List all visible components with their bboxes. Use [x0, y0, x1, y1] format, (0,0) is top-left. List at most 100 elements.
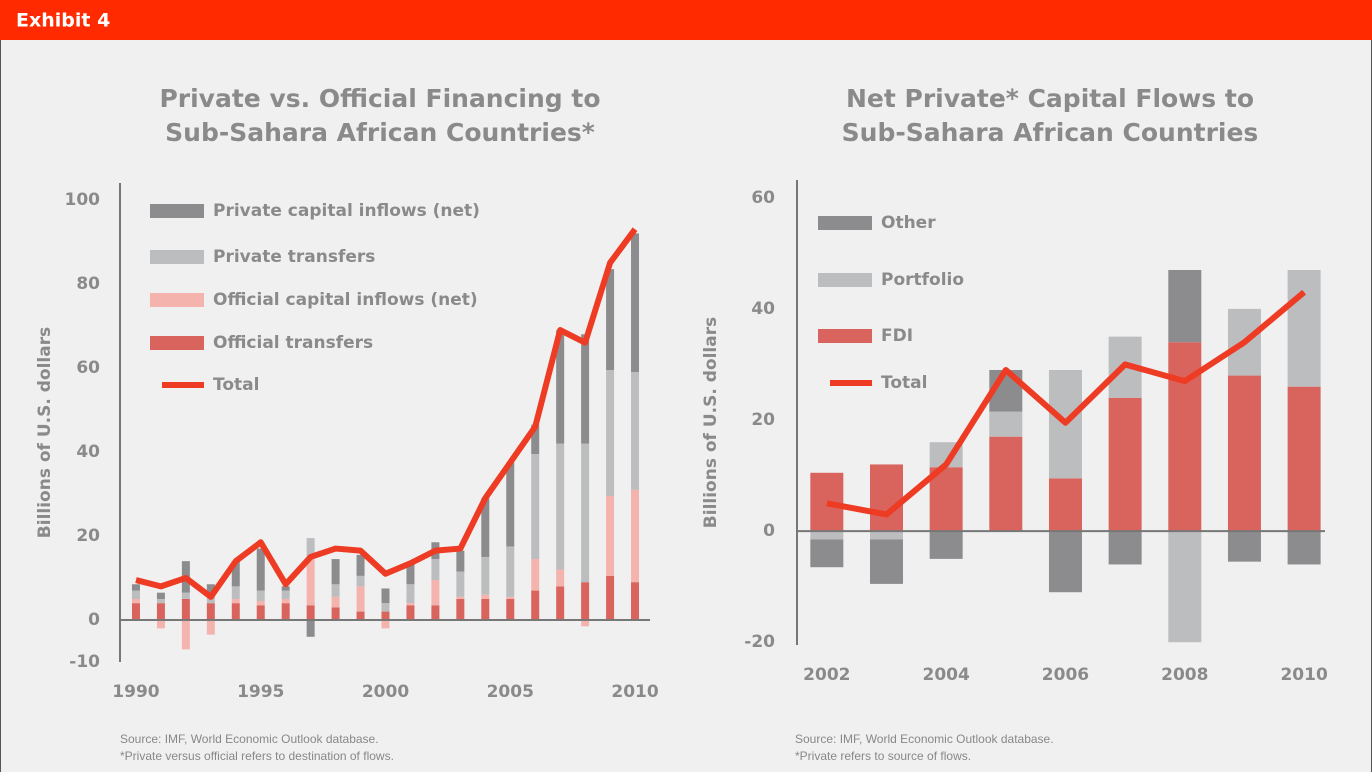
bar-segment: [506, 546, 515, 597]
bar-segment: [456, 598, 465, 620]
bar-segment: [406, 563, 415, 585]
bar-segment: [1108, 397, 1142, 532]
bar-segment: [531, 559, 540, 591]
bar-segment: [281, 603, 290, 620]
bar-segment: [481, 498, 490, 557]
bar-segment: [356, 575, 365, 587]
bar-segment: [581, 443, 590, 583]
bar-segment: [556, 569, 565, 587]
source-note: *Private refers to source of flows.: [795, 749, 971, 763]
bar-segment: [1168, 531, 1202, 643]
bar-segment: [331, 559, 340, 585]
x-tick-label: 2008: [1161, 665, 1208, 685]
legend-label: Private capital inflows (net): [213, 201, 480, 221]
bar-segment: [456, 550, 465, 572]
header-bar: [0, 0, 1372, 40]
bar-segment: [481, 594, 490, 599]
bar-segment: [1227, 531, 1261, 562]
bar-segment: [181, 592, 190, 599]
bar-segment: [256, 548, 265, 591]
bar-segment: [156, 619, 165, 629]
bar-segment: [606, 496, 615, 576]
bar-segment: [231, 561, 240, 587]
bar-segment: [256, 601, 265, 606]
bar-segment: [929, 467, 963, 532]
y-tick-label: 60: [76, 358, 100, 378]
bar-segment: [506, 462, 515, 547]
y-tick-label: 100: [65, 190, 101, 210]
bar-segment: [1048, 531, 1082, 593]
bar-segment: [431, 580, 440, 606]
bar-segment: [281, 590, 290, 599]
bar-segment: [1287, 270, 1321, 387]
bar-segment: [556, 586, 565, 620]
legend-swatch: [818, 273, 872, 287]
bar-segment: [156, 603, 165, 620]
bar-segment: [481, 598, 490, 620]
legend-label: Official capital inflows (net): [213, 290, 478, 310]
y-tick-label: 40: [76, 442, 100, 462]
bar-segment: [481, 556, 490, 595]
legend-swatch: [818, 329, 872, 343]
x-tick-label: 2000: [362, 682, 409, 702]
bar-segment: [810, 531, 844, 540]
bar-segment: [631, 233, 640, 373]
legend-label: Portfolio: [881, 270, 964, 290]
x-tick-label: 2002: [803, 665, 850, 685]
bar-segment: [869, 531, 903, 540]
x-tick-label: 2004: [922, 665, 969, 685]
bar-segment: [306, 559, 315, 606]
x-tick-label: 1995: [237, 682, 284, 702]
bar-segment: [206, 619, 215, 635]
bar-segment: [206, 603, 215, 620]
bar-segment: [131, 603, 140, 620]
bar-segment: [156, 598, 165, 604]
bar-segment: [631, 582, 640, 620]
bar-segment: [431, 605, 440, 620]
bar-segment: [869, 464, 903, 532]
bar-segment: [306, 619, 315, 637]
y-axis-label: Billions of U.S. dollars: [701, 317, 721, 528]
legend-swatch: [150, 293, 204, 307]
y-tick-label: 20: [76, 526, 100, 546]
bar-segment: [631, 489, 640, 583]
bar-segment: [356, 586, 365, 612]
header-title: Exhibit 4: [16, 10, 110, 32]
legend-label: Total: [213, 375, 259, 395]
bar-segment: [331, 584, 340, 597]
legend-swatch: [150, 250, 204, 264]
x-tick-label: 2010: [611, 682, 658, 702]
y-tick-label: 60: [751, 188, 775, 208]
x-tick-label: 2006: [1042, 665, 1089, 685]
bar-segment: [810, 472, 844, 532]
bar-segment: [181, 598, 190, 620]
y-tick-label: 20: [751, 410, 775, 430]
y-tick-label: -10: [69, 652, 100, 672]
bar-segment: [381, 611, 390, 620]
bar-segment: [256, 605, 265, 620]
bar-segment: [556, 443, 565, 570]
bar-segment: [231, 598, 240, 604]
bar-segment: [381, 588, 390, 604]
bar-segment: [306, 605, 315, 620]
bar-segment: [869, 539, 903, 584]
bar-segment: [631, 372, 640, 490]
bar-segment: [306, 538, 315, 560]
bar-segment: [381, 603, 390, 612]
bar-segment: [206, 584, 215, 595]
y-tick-label: 0: [88, 610, 100, 630]
source-note: Source: IMF, World Economic Outlook data…: [120, 732, 379, 746]
x-tick-label: 2005: [487, 682, 534, 702]
bar-segment: [1287, 386, 1321, 532]
total-line: [826, 289, 1307, 518]
bar-segment: [506, 598, 515, 620]
bar-segment: [606, 369, 615, 497]
bar-segment: [231, 586, 240, 599]
bar-segment: [331, 596, 340, 608]
bar-segment: [431, 559, 440, 581]
chart-title: Private vs. Official Financing to: [159, 84, 600, 113]
bar-segment: [456, 596, 465, 599]
bar-segment: [606, 269, 615, 370]
